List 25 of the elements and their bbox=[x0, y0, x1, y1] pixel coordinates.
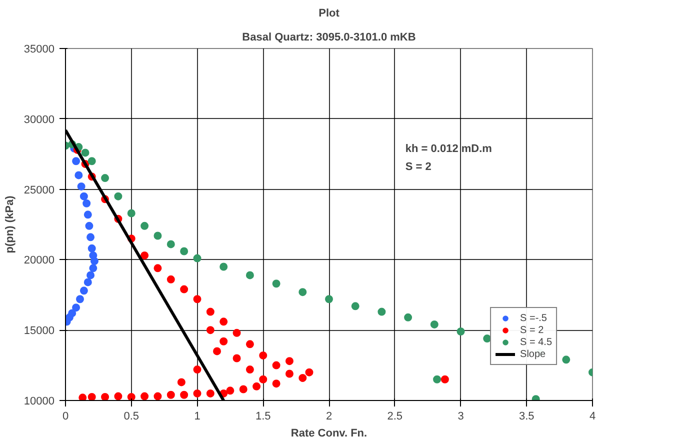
y-tick-label: 20000 bbox=[24, 254, 55, 267]
x-tick-label: 4 bbox=[589, 410, 596, 422]
x-tick-label: 3 bbox=[458, 410, 464, 422]
legend-label: Slope bbox=[520, 348, 546, 360]
x-tick-label: 3.5 bbox=[518, 410, 534, 422]
y-tick-label: 30000 bbox=[24, 114, 55, 126]
y-tick-label: 35000 bbox=[24, 44, 55, 56]
x-axis-title: Rate Conv. Fn. bbox=[290, 428, 368, 440]
y-axis-title: p(pn) (kPa) bbox=[4, 195, 16, 254]
legend-label: S = 4.5 bbox=[520, 336, 552, 348]
legend-label: S =-.5 bbox=[520, 312, 547, 324]
legend-label: S = 2 bbox=[520, 324, 544, 336]
x-tick-label: 1.5 bbox=[255, 410, 271, 422]
x-tick-label: 1 bbox=[194, 410, 200, 422]
y-tick-label: 25000 bbox=[24, 184, 55, 196]
x-tick-label: 2 bbox=[326, 410, 332, 422]
x-tick-label: 2.5 bbox=[387, 410, 403, 422]
y-tick-label: 15000 bbox=[24, 325, 55, 338]
annotation: S = 2 bbox=[405, 161, 432, 174]
chart-title: Plot bbox=[318, 8, 340, 20]
chart-subtitle: Basal Quartz: 3095.0-3101.0 mKB bbox=[242, 32, 416, 44]
y-tick-label: 10000 bbox=[24, 396, 55, 408]
x-tick-label: 0.5 bbox=[124, 410, 140, 422]
x-tick-label: 0 bbox=[62, 410, 69, 422]
annotation: kh = 0.012 mD.m bbox=[405, 142, 492, 155]
